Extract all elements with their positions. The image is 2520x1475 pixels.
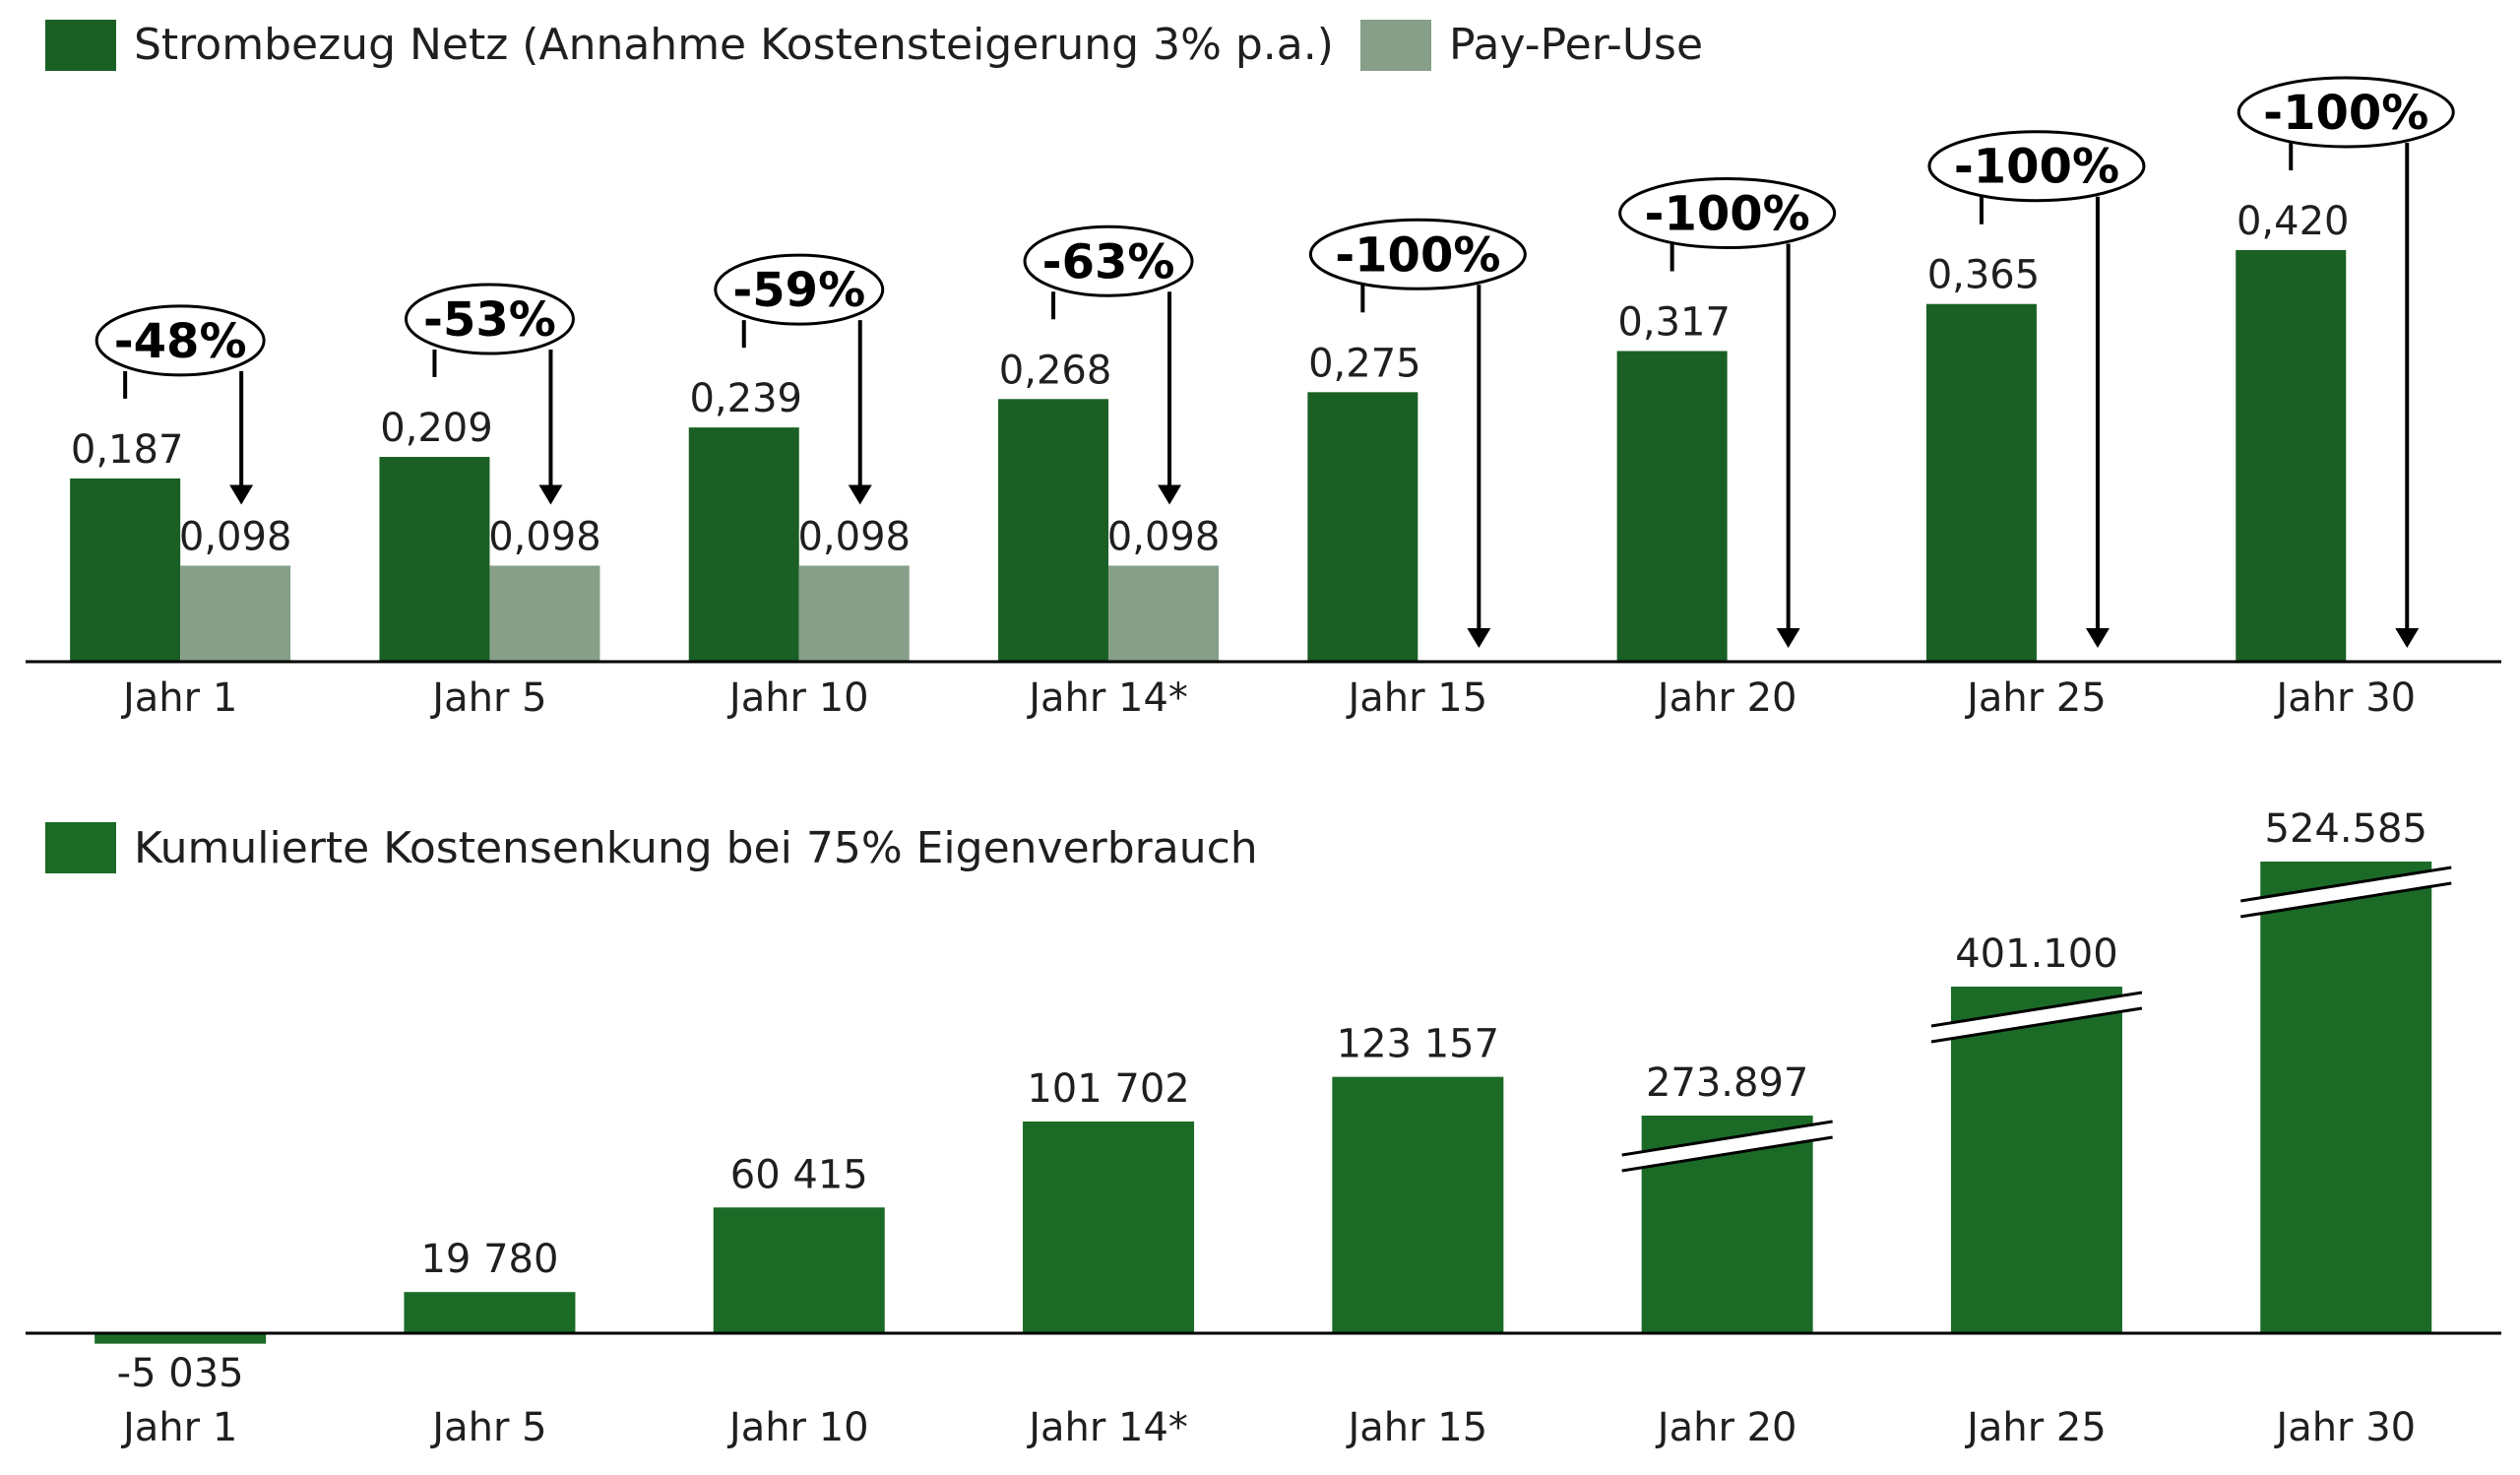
- value-label-pay-per-use-2: 0,098: [797, 514, 911, 559]
- bar-pay-per-use-1: [489, 565, 600, 662]
- value-label-kostensenkung-0: -5 035: [117, 1351, 244, 1396]
- legend-swatch-kostensenkung: [45, 822, 116, 873]
- bar-kostensenkung-1: [404, 1292, 576, 1333]
- x-tick-label-top-2: Jahr 10: [726, 675, 869, 721]
- bar-strombezug-0: [70, 478, 181, 662]
- x-tick-label-bottom-4: Jahr 15: [1345, 1405, 1487, 1450]
- legend-label-kostensenkung: Kumulierte Kostensenkung bei 75% Eigenve…: [134, 823, 1258, 873]
- x-tick-label-bottom-5: Jahr 20: [1655, 1405, 1797, 1450]
- bar-strombezug-7: [2236, 250, 2347, 662]
- bar-strombezug-1: [379, 456, 490, 662]
- annotation-callout-2: [714, 253, 885, 326]
- bar-strombezug-5: [1616, 351, 1728, 662]
- legend-swatch-pay-per-use: [1360, 20, 1431, 71]
- bar-kostensenkung-2: [713, 1207, 885, 1333]
- value-label-strombezug-4: 0,275: [1308, 341, 1421, 386]
- annotation-text-5: -100%: [1645, 187, 1810, 242]
- value-label-strombezug-1: 0,209: [380, 406, 493, 451]
- annotation-callout-1: [404, 283, 575, 355]
- bar-pay-per-use-3: [1108, 565, 1220, 662]
- axis-break-line-a-5: [1621, 1120, 1833, 1157]
- axis-break-line-b-6: [1930, 1006, 2143, 1044]
- value-label-strombezug-3: 0,268: [999, 348, 1112, 393]
- legend-swatch-strombezug: [45, 20, 116, 71]
- annotation-text-4: -100%: [1335, 227, 1500, 283]
- axis-break-line-a-7: [2240, 866, 2452, 903]
- bar-kostensenkung-3: [1023, 1122, 1195, 1333]
- x-tick-label-bottom-2: Jahr 10: [726, 1405, 869, 1450]
- x-tick-label-bottom-1: Jahr 5: [429, 1405, 546, 1450]
- value-label-strombezug-7: 0,420: [2236, 199, 2350, 244]
- bar-strombezug-4: [1307, 392, 1418, 662]
- value-label-kostensenkung-3: 101 702: [1027, 1066, 1189, 1112]
- bar-kostensenkung-6: [1950, 987, 2122, 1333]
- x-tick-label-bottom-6: Jahr 25: [1964, 1405, 2107, 1450]
- annotation-text-0: -48%: [114, 314, 247, 369]
- x-tick-label-top-4: Jahr 15: [1345, 675, 1487, 721]
- annotation-callout-5: [1618, 177, 1837, 250]
- x-tick-label-top-3: Jahr 14*: [1026, 675, 1188, 721]
- value-label-strombezug-5: 0,317: [1617, 300, 1731, 346]
- value-label-kostensenkung-1: 19 780: [420, 1237, 558, 1282]
- bar-pay-per-use-2: [798, 565, 910, 662]
- value-label-strombezug-6: 0,365: [1927, 253, 2041, 298]
- value-label-pay-per-use-1: 0,098: [488, 514, 601, 559]
- annotation-callout-4: [1308, 218, 1527, 290]
- value-label-strombezug-2: 0,239: [689, 376, 802, 421]
- bar-strombezug-6: [1925, 303, 2037, 662]
- annotation-text-3: -63%: [1042, 234, 1175, 289]
- axis-break-line-b-7: [2240, 881, 2452, 919]
- annotation-arrowhead-0: [229, 484, 254, 505]
- bar-kostensenkung-0: [94, 1333, 267, 1344]
- value-label-pay-per-use-3: 0,098: [1107, 514, 1221, 559]
- x-tick-label-top-7: Jahr 30: [2273, 675, 2416, 721]
- annotation-callout-3: [1023, 224, 1194, 297]
- x-tick-label-top-1: Jahr 5: [429, 675, 546, 721]
- bar-pay-per-use-0: [180, 565, 291, 662]
- value-label-kostensenkung-6: 401.100: [1955, 931, 2117, 977]
- annotation-arrowhead-6: [2085, 628, 2110, 648]
- legend-label-pay-per-use: Pay-Per-Use: [1449, 20, 1703, 70]
- annotation-text-6: -100%: [1954, 140, 2119, 195]
- legend-label-strombezug: Strombezug Netz (Annahme Kostensteigerun…: [134, 20, 1334, 70]
- annotation-callout-0: [94, 304, 266, 377]
- value-label-pay-per-use-0: 0,098: [179, 514, 292, 559]
- bar-kostensenkung-7: [2260, 862, 2432, 1333]
- value-label-kostensenkung-5: 273.897: [1646, 1060, 1808, 1106]
- bar-kostensenkung-4: [1332, 1076, 1504, 1333]
- x-tick-label-top-5: Jahr 20: [1655, 675, 1797, 721]
- x-tick-label-top-0: Jahr 1: [120, 675, 237, 721]
- value-label-strombezug-0: 0,187: [71, 427, 184, 473]
- axis-break-line-b-5: [1621, 1135, 1833, 1173]
- annotation-text-1: -53%: [423, 292, 556, 348]
- annotation-arrowhead-3: [1158, 484, 1182, 505]
- annotation-arrowhead-1: [538, 484, 563, 505]
- annotation-arrowhead-2: [848, 484, 872, 505]
- x-tick-label-bottom-0: Jahr 1: [120, 1405, 237, 1450]
- annotation-text-7: -100%: [2263, 86, 2428, 141]
- x-tick-label-bottom-3: Jahr 14*: [1026, 1405, 1188, 1450]
- value-label-kostensenkung-2: 60 415: [730, 1152, 868, 1197]
- annotation-arrowhead-7: [2395, 628, 2420, 648]
- axis-break-gap-5: [1621, 1122, 1833, 1171]
- annotation-callout-7: [2236, 76, 2455, 149]
- x-tick-label-top-6: Jahr 25: [1964, 675, 2107, 721]
- value-label-kostensenkung-7: 524.585: [2265, 806, 2427, 852]
- annotation-text-2: -59%: [732, 263, 865, 318]
- annotation-callout-6: [1927, 130, 2146, 203]
- bar-strombezug-3: [998, 399, 1109, 662]
- value-label-kostensenkung-4: 123 157: [1337, 1022, 1499, 1067]
- axis-break-gap-7: [2240, 867, 2452, 917]
- axis-break-gap-6: [1930, 993, 2142, 1042]
- annotation-arrowhead-5: [1776, 628, 1800, 648]
- bar-strombezug-2: [688, 427, 799, 662]
- annotation-arrowhead-4: [1467, 628, 1491, 648]
- axis-break-line-a-6: [1930, 991, 2143, 1028]
- x-tick-label-bottom-7: Jahr 30: [2273, 1405, 2416, 1450]
